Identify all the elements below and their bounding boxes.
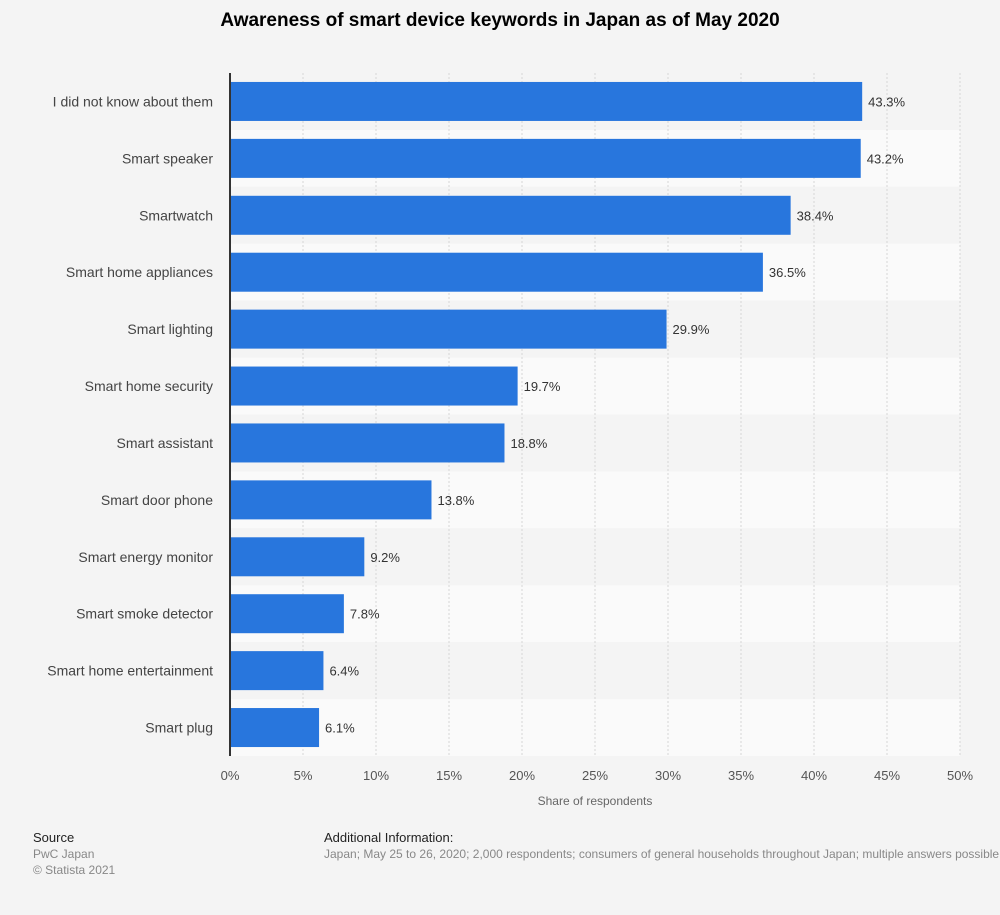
category-label: Smart assistant xyxy=(117,435,214,451)
category-label: Smart energy monitor xyxy=(78,549,213,565)
chart-title: Awareness of smart device keywords in Ja… xyxy=(220,10,780,31)
data-label: 6.4% xyxy=(329,664,359,679)
additional-info-block: Additional Information: Japan; May 25 to… xyxy=(324,830,999,862)
category-label: Smart door phone xyxy=(101,492,213,508)
x-tick-label: 0% xyxy=(221,768,240,783)
copyright-text: © Statista 2021 xyxy=(33,863,116,877)
bar xyxy=(230,81,863,121)
x-tick-label: 30% xyxy=(655,768,681,783)
x-tick-label: 25% xyxy=(582,768,608,783)
data-label: 9.2% xyxy=(370,550,400,565)
info-text: Japan; May 25 to 26, 2020; 2,000 respond… xyxy=(324,847,1000,861)
bar xyxy=(230,195,791,235)
data-label: 43.2% xyxy=(867,151,904,166)
data-label: 38.4% xyxy=(797,208,834,223)
category-label: Smartwatch xyxy=(139,207,213,223)
x-tick-label: 45% xyxy=(874,768,900,783)
x-axis-title: Share of respondents xyxy=(538,794,653,808)
data-label: 7.8% xyxy=(350,607,380,622)
bar xyxy=(230,480,432,520)
data-label: 13.8% xyxy=(437,493,474,508)
x-tick-label: 35% xyxy=(728,768,754,783)
bar-chart: 0% 5% 10% 15% 20% 25% 30% 35% 40% 45% 50% 43.3% I di… xyxy=(47,73,973,808)
category-label: I did not know about them xyxy=(53,93,213,109)
x-tick-label: 5% xyxy=(294,768,313,783)
source-heading: Source xyxy=(33,830,75,845)
bar xyxy=(230,537,365,577)
data-label: 29.9% xyxy=(673,322,710,337)
bar xyxy=(230,708,320,748)
data-label: 18.8% xyxy=(510,436,547,451)
bar xyxy=(230,252,763,292)
x-tick-label: 10% xyxy=(363,768,389,783)
category-label: Smart home security xyxy=(85,378,213,394)
x-tick-label: 50% xyxy=(947,768,973,783)
bar xyxy=(230,651,324,691)
category-label: Smart smoke detector xyxy=(76,606,213,622)
data-label: 36.5% xyxy=(769,265,806,280)
x-tick-label: 40% xyxy=(801,768,827,783)
category-label: Smart speaker xyxy=(122,150,213,166)
x-tick-label: 15% xyxy=(436,768,462,783)
data-label: 6.1% xyxy=(325,721,355,736)
data-label: 19.7% xyxy=(524,379,561,394)
category-label: Smart lighting xyxy=(127,321,213,337)
category-label: Smart plug xyxy=(145,720,213,736)
source-block: Source PwC Japan © Statista 2021 xyxy=(33,830,115,878)
source-text[interactable]: PwC Japan xyxy=(33,847,95,861)
category-label: Smart home appliances xyxy=(66,264,213,280)
data-label: 43.3% xyxy=(868,94,905,109)
info-heading: Additional Information: xyxy=(324,830,454,845)
bar xyxy=(230,594,344,634)
bar xyxy=(230,366,518,406)
bar xyxy=(230,138,861,178)
x-tick-label: 20% xyxy=(509,768,535,783)
bar xyxy=(230,309,667,349)
bar xyxy=(230,423,505,463)
category-label: Smart home entertainment xyxy=(47,663,213,679)
